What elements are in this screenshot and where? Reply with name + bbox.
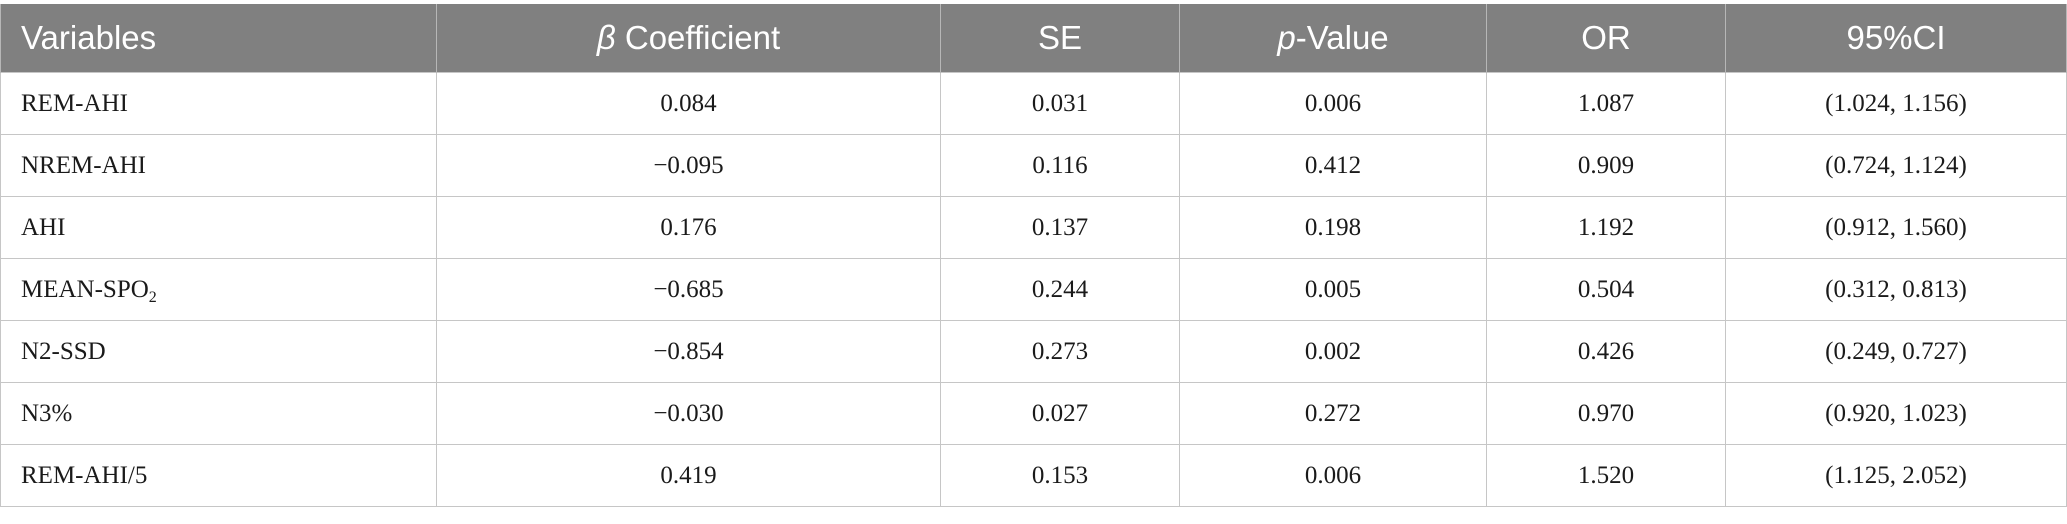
- cell-variable: REM-AHI: [0, 72, 437, 135]
- cell-beta: 0.084: [436, 72, 941, 135]
- cell-se: 0.273: [940, 320, 1180, 383]
- cell-ci: (0.249, 0.727): [1725, 320, 2067, 383]
- cell-se: 0.244: [940, 258, 1180, 321]
- cell-p-value: 0.006: [1179, 444, 1487, 507]
- header-row: Variables β Coefficient SE p-Value OR 95…: [0, 4, 2067, 73]
- table-row: REM-AHI 0.084 0.031 0.006 1.087 (1.024, …: [0, 72, 2067, 135]
- cell-p-value: 0.002: [1179, 320, 1487, 383]
- table-row: NREM-AHI −0.095 0.116 0.412 0.909 (0.724…: [0, 134, 2067, 197]
- cell-ci: (0.724, 1.124): [1725, 134, 2067, 197]
- cell-ci: (1.024, 1.156): [1725, 72, 2067, 135]
- cell-se: 0.116: [940, 134, 1180, 197]
- table-body: REM-AHI 0.084 0.031 0.006 1.087 (1.024, …: [0, 72, 2067, 507]
- header-variables: Variables: [0, 4, 437, 73]
- cell-variable: REM-AHI/5: [0, 444, 437, 507]
- cell-variable: MEAN-SPO2: [0, 258, 437, 321]
- table-row: AHI 0.176 0.137 0.198 1.192 (0.912, 1.56…: [0, 196, 2067, 259]
- cell-beta: −0.095: [436, 134, 941, 197]
- cell-or: 0.970: [1486, 382, 1726, 445]
- cell-p-value: 0.006: [1179, 72, 1487, 135]
- table-row: MEAN-SPO2 −0.685 0.244 0.005 0.504 (0.31…: [0, 258, 2067, 321]
- cell-or: 1.087: [1486, 72, 1726, 135]
- cell-beta: −0.685: [436, 258, 941, 321]
- cell-ci: (1.125, 2.052): [1725, 444, 2067, 507]
- table-header: Variables β Coefficient SE p-Value OR 95…: [0, 4, 2067, 73]
- cell-p-value: 0.412: [1179, 134, 1487, 197]
- header-p-value: p-Value: [1179, 4, 1487, 73]
- cell-se: 0.153: [940, 444, 1180, 507]
- cell-p-value: 0.272: [1179, 382, 1487, 445]
- cell-variable: AHI: [0, 196, 437, 259]
- cell-or: 0.504: [1486, 258, 1726, 321]
- cell-p-value: 0.198: [1179, 196, 1487, 259]
- header-95ci: 95%CI: [1725, 4, 2067, 73]
- cell-ci: (0.912, 1.560): [1725, 196, 2067, 259]
- cell-variable: NREM-AHI: [0, 134, 437, 197]
- header-se: SE: [940, 4, 1180, 73]
- header-or: OR: [1486, 4, 1726, 73]
- cell-or: 1.520: [1486, 444, 1726, 507]
- regression-table: Variables β Coefficient SE p-Value OR 95…: [0, 4, 2067, 507]
- cell-or: 0.426: [1486, 320, 1726, 383]
- regression-table-container: Variables β Coefficient SE p-Value OR 95…: [0, 4, 2067, 507]
- cell-beta: −0.854: [436, 320, 941, 383]
- cell-se: 0.137: [940, 196, 1180, 259]
- cell-se: 0.031: [940, 72, 1180, 135]
- cell-ci: (0.312, 0.813): [1725, 258, 2067, 321]
- cell-or: 1.192: [1486, 196, 1726, 259]
- cell-variable: N3%: [0, 382, 437, 445]
- cell-se: 0.027: [940, 382, 1180, 445]
- table-row: N2-SSD −0.854 0.273 0.002 0.426 (0.249, …: [0, 320, 2067, 383]
- cell-beta: −0.030: [436, 382, 941, 445]
- cell-p-value: 0.005: [1179, 258, 1487, 321]
- cell-beta: 0.176: [436, 196, 941, 259]
- table-row: N3% −0.030 0.027 0.272 0.970 (0.920, 1.0…: [0, 382, 2067, 445]
- cell-ci: (0.920, 1.023): [1725, 382, 2067, 445]
- cell-beta: 0.419: [436, 444, 941, 507]
- cell-or: 0.909: [1486, 134, 1726, 197]
- header-beta-coefficient: β Coefficient: [436, 4, 941, 73]
- table-row: REM-AHI/5 0.419 0.153 0.006 1.520 (1.125…: [0, 444, 2067, 507]
- cell-variable: N2-SSD: [0, 320, 437, 383]
